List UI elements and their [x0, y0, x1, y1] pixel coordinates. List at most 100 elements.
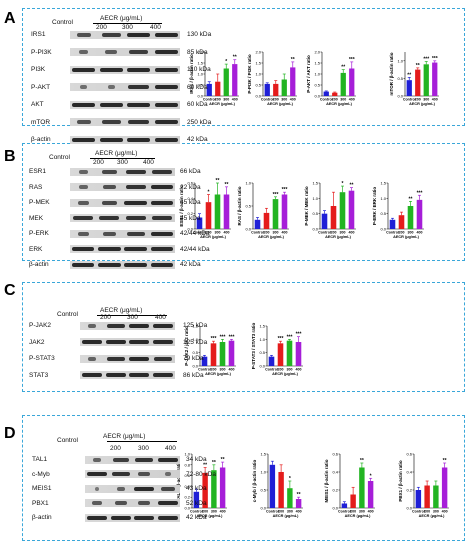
treatment-label: AECR (μg/mL) [100, 307, 143, 314]
blot-band [154, 356, 173, 361]
bar [321, 213, 328, 229]
x-tick-label: 300 [273, 231, 279, 235]
bar [350, 494, 356, 508]
y-tick-label: 0.4 [187, 196, 193, 201]
y-tick-label: 0.5 [245, 204, 251, 209]
significance-mark: ** [341, 65, 345, 71]
y-tick-label: 0.6 [332, 452, 338, 457]
x-tick-label: 200 [211, 368, 217, 372]
blot-band [138, 501, 151, 505]
blot-band [72, 137, 96, 142]
y-tick-label: 1.0 [184, 452, 190, 457]
blot-band [153, 340, 174, 344]
bar [341, 503, 348, 508]
y-tick-label: 1.0 [255, 72, 261, 77]
blot-kda: 85 kDa [187, 48, 208, 56]
x-tick-label: 300 [281, 98, 287, 102]
x-tick-label: Control [261, 98, 274, 102]
y-tick-label: 0.5 [260, 488, 266, 493]
x-tick-label: Control [266, 510, 279, 514]
significance-mark: *** [432, 56, 438, 62]
x-tick-label: Control [386, 231, 399, 235]
x-tick-label: Control [251, 231, 264, 235]
x-tick-label: 200 [350, 510, 356, 514]
bar [281, 194, 288, 229]
y-tick-label: 1.5 [197, 61, 203, 66]
blot-strip [85, 470, 180, 478]
bar [323, 91, 329, 96]
blot-band [128, 120, 150, 124]
significance-mark: ** [233, 55, 237, 61]
blot-band [71, 247, 95, 251]
dose-underline [97, 315, 167, 316]
x-tick-label: 300 [215, 231, 221, 235]
y-tick-label: 1.0 [260, 470, 266, 475]
y-tick-label: 1.0 [397, 58, 403, 63]
y-tick-label: 2.0 [314, 50, 320, 55]
bar [268, 356, 275, 366]
x-tick-label: 200 [278, 510, 284, 514]
blot-band [154, 85, 178, 89]
blot-band [105, 340, 126, 344]
blot-band [102, 185, 117, 189]
blot-band [126, 231, 145, 236]
y-tick-label: 1.0 [245, 181, 251, 186]
x-tick-label: 300 [423, 98, 429, 102]
blot-band [135, 457, 154, 462]
dose-label: 400 [143, 159, 154, 166]
significance-mark: * [225, 59, 227, 65]
x-axis-label: AECR (μg/mL) [209, 102, 235, 106]
bar [211, 470, 217, 508]
bar [415, 69, 421, 96]
x-axis-label: AECR (μg/mL) [267, 102, 293, 106]
x-axis-label: AECR (μg/mL) [393, 235, 419, 239]
bar [398, 215, 405, 229]
significance-mark: * [289, 476, 291, 482]
y-axis-label: c-Myb / β-actin ratio [252, 460, 257, 503]
blot-band [154, 32, 178, 37]
bar [286, 340, 293, 366]
bar [424, 485, 430, 508]
dose-label: 400 [150, 24, 161, 31]
bar [340, 72, 346, 96]
x-tick-label: 200 [424, 510, 430, 514]
blot-band [91, 501, 102, 505]
significance-mark: * [342, 181, 344, 187]
x-tick-label: Control [320, 98, 333, 102]
bar [223, 194, 230, 229]
bar [269, 464, 276, 508]
y-tick-label: 0.5 [259, 350, 265, 355]
bar [214, 194, 221, 229]
x-axis-label: AECR (μg/mL) [258, 235, 284, 239]
significance-mark: ** [409, 196, 413, 202]
bar [281, 79, 287, 96]
blot-strip [70, 260, 175, 269]
bar [389, 219, 396, 229]
blot-band [153, 323, 174, 328]
blot-strip [85, 499, 180, 507]
blot-kda: 43 kDa [186, 485, 207, 492]
bar [232, 64, 238, 96]
blot-band [98, 247, 121, 251]
blot-band [86, 515, 107, 520]
y-tick-label: 0.0 [184, 506, 190, 511]
blot-kda: 60 kDa [187, 83, 208, 91]
bar [367, 481, 374, 508]
blot-row-label: P-MEK [29, 199, 50, 206]
significance-mark: ** [350, 183, 354, 189]
significance-mark: ** [216, 178, 220, 184]
blot-row-label: P-JAK2 [29, 322, 52, 329]
y-tick-label: 2.0 [197, 50, 203, 55]
significance-mark: ** [221, 457, 225, 463]
blot-band [86, 472, 107, 476]
y-axis-label: MEIS1 / β-actin ratio [324, 459, 329, 502]
y-tick-label: 1.0 [197, 72, 203, 77]
blot-kda: 42/44 kDa [180, 245, 210, 253]
dose-label: 400 [165, 445, 176, 452]
significance-mark: *** [282, 187, 288, 193]
blot-kda: 45 kDa [180, 199, 201, 206]
y-axis-label: P-ERK / ERK ratio [372, 187, 377, 226]
blot-strip [70, 83, 180, 91]
x-axis-label: AECR (μg/mL) [326, 102, 352, 106]
dose-label: 300 [138, 445, 149, 452]
